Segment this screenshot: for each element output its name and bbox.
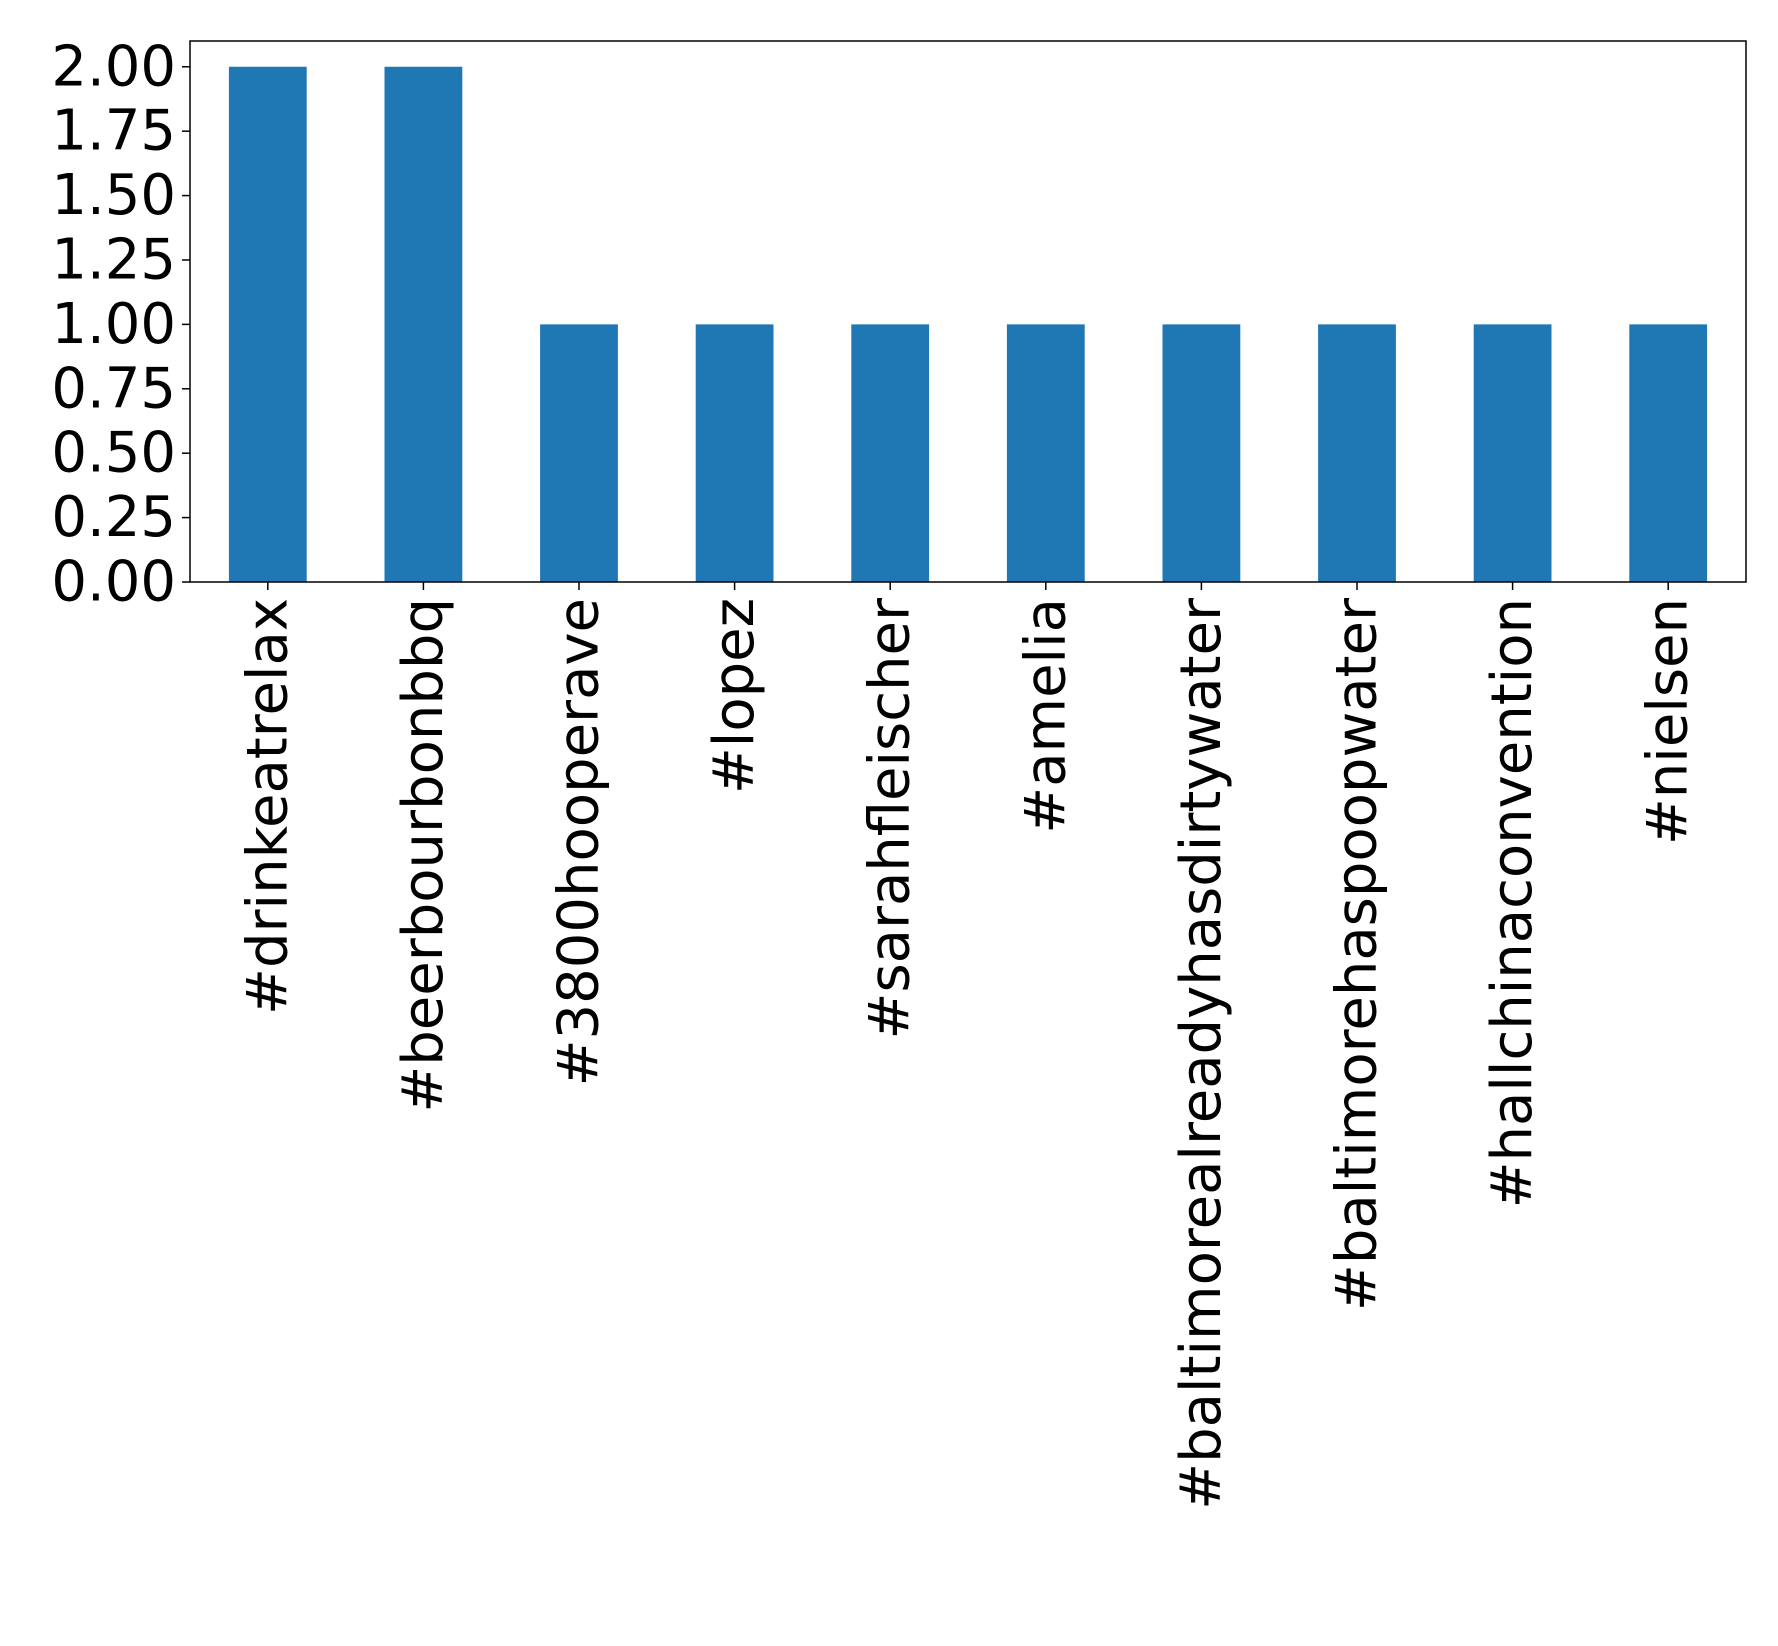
x-tick-label: #nielsen — [1636, 598, 1701, 845]
y-tick-label: 1.75 — [51, 99, 176, 164]
bar-hallchinaconvention — [1473, 324, 1552, 582]
y-tick-label: 0.25 — [51, 485, 176, 550]
x-tick-label: #beerbourbonbbq — [391, 598, 456, 1113]
bar-3800hooperave — [540, 324, 618, 582]
y-tick-label: 1.00 — [51, 292, 176, 357]
y-tick-label: 1.25 — [51, 227, 176, 292]
x-tick-label: #hallchinaconvention — [1480, 598, 1545, 1208]
bar-baltimorehaspoopwater — [1318, 324, 1396, 582]
y-tick-label: 0.00 — [51, 550, 176, 615]
y-tick-label: 1.50 — [51, 163, 176, 228]
y-tick-label: 2.00 — [51, 34, 176, 99]
bar-sarahfleischer — [851, 324, 930, 582]
bar-amelia — [1006, 324, 1085, 582]
bar-lopez — [695, 324, 774, 582]
y-tick-label: 0.50 — [51, 421, 176, 486]
x-tick-label: #baltimorealreadyhasdirtywater — [1169, 597, 1234, 1510]
x-tick-label: #drinkeatrelax — [235, 598, 300, 1015]
bar-drinkeatrelax — [228, 66, 307, 582]
x-tick-label: #baltimorehaspoopwater — [1325, 597, 1390, 1311]
bars-group — [228, 66, 1708, 582]
x-tick-label: #amelia — [1013, 598, 1078, 834]
x-tick-label: #lopez — [702, 598, 767, 794]
y-tick-label: 0.75 — [51, 356, 176, 421]
bar-nielsen — [1629, 324, 1708, 582]
y-axis: 0.000.250.500.751.001.251.501.752.00 — [51, 34, 190, 615]
x-axis: #drinkeatrelax #beerbourbonbbq #3800hooper… — [235, 582, 1701, 1510]
x-tick-label: #3800hooperave — [547, 598, 612, 1086]
plot-frame — [189, 40, 1747, 583]
bar-baltimorealreadyhasdirtywater — [1162, 324, 1241, 582]
x-tick-label: #sarahfleischer — [858, 597, 923, 1039]
bar-beerbourbonbbq — [384, 66, 463, 582]
